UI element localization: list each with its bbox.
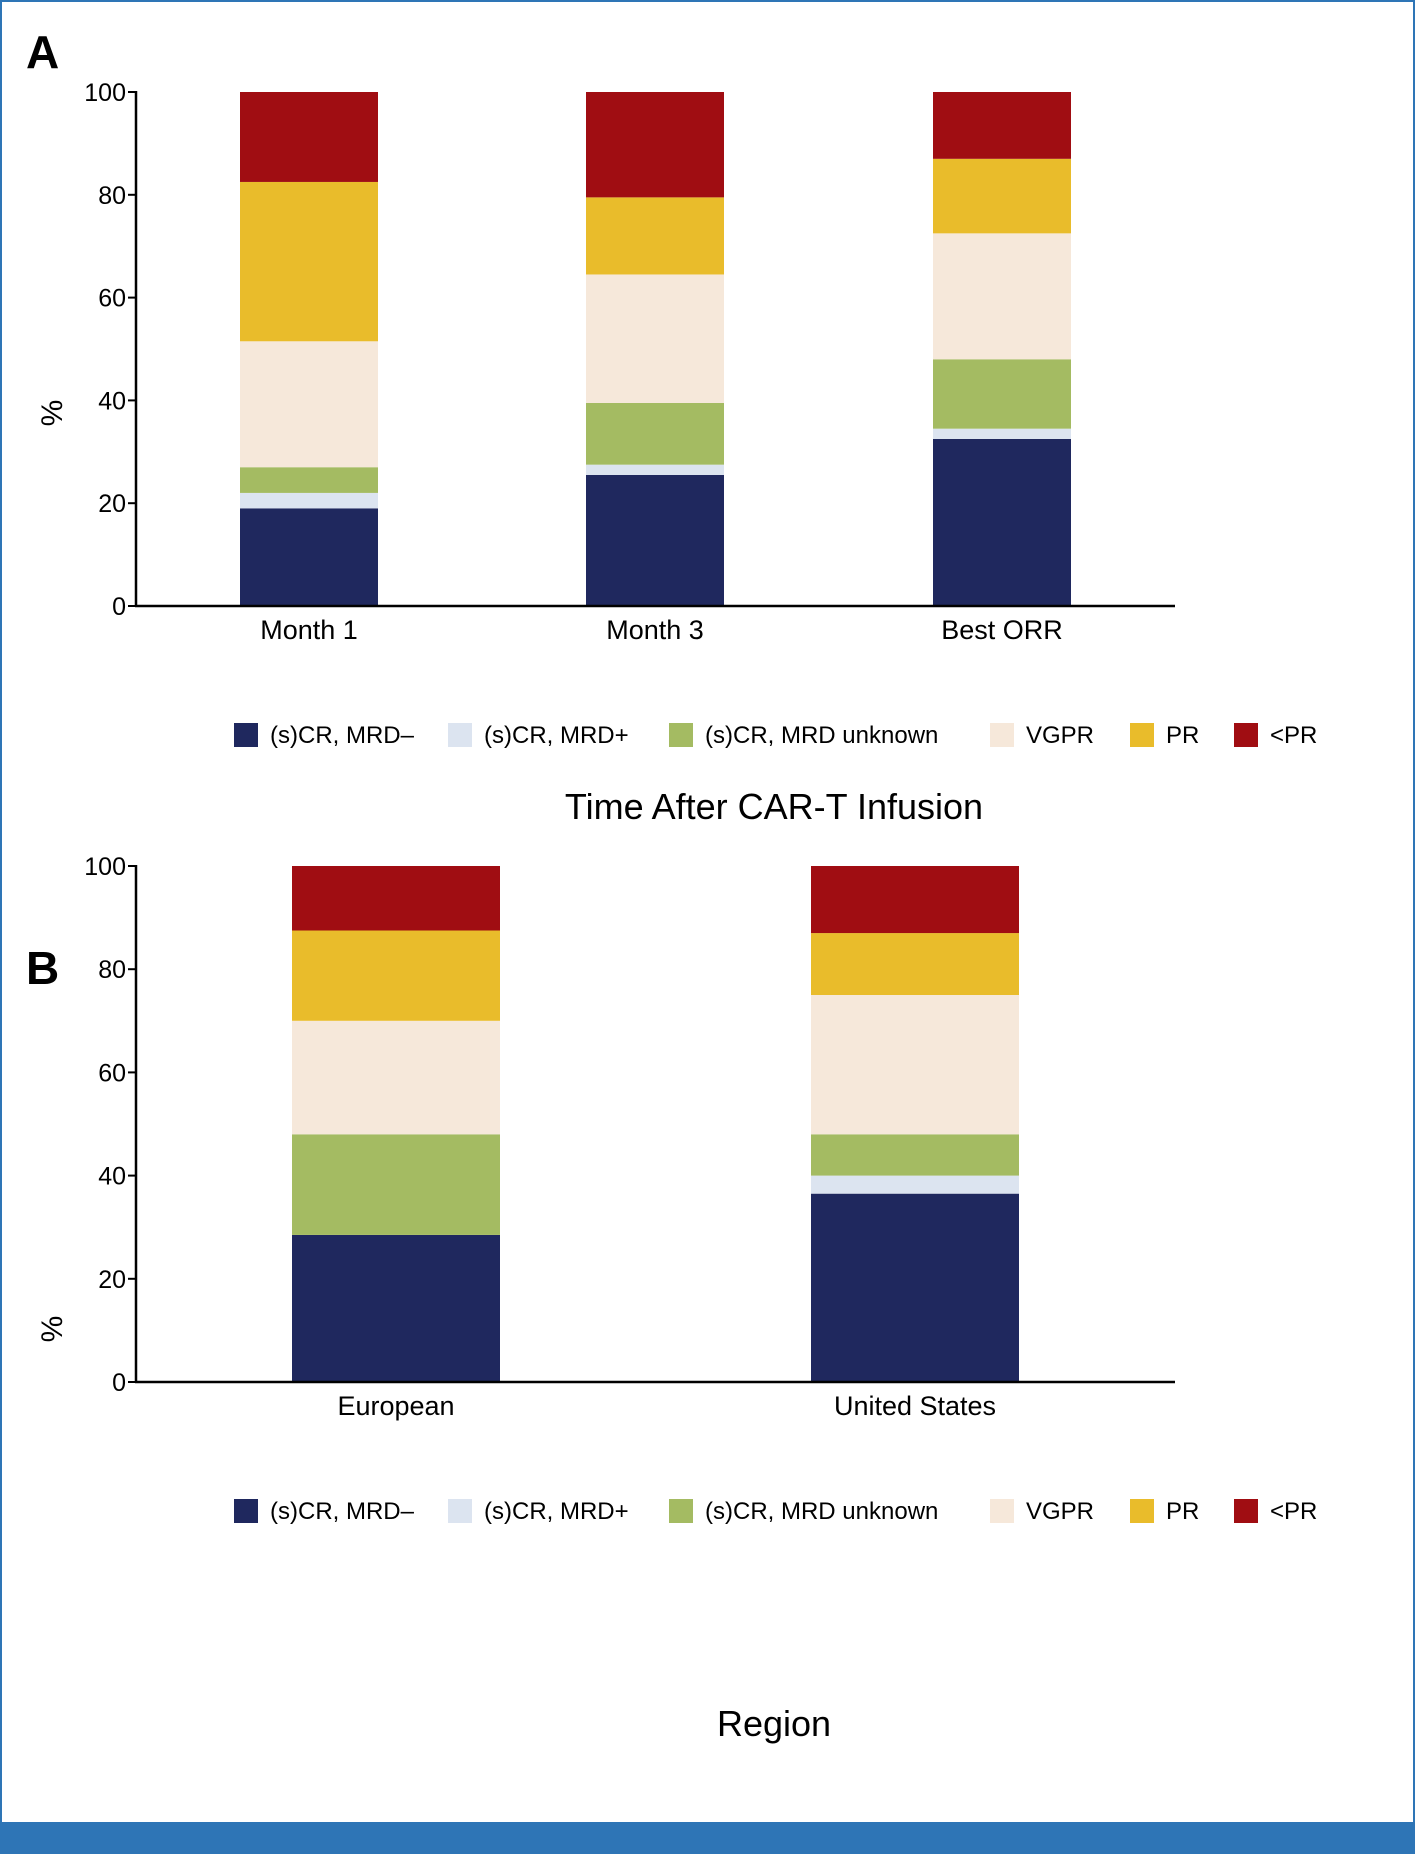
legend-swatch-a-vgpr (990, 723, 1014, 747)
legend-swatch-b-scr-mrd-neg (234, 1499, 258, 1523)
legend-label-a-scr-mrd-pos: (s)CR, MRD+ (484, 722, 629, 749)
bar-b-united-states-pr (811, 933, 1019, 995)
legend-a: (s)CR, MRD– (s)CR, MRD+ (s)CR, MRD unknown… (234, 722, 1317, 749)
x-tick-label-a-best-orr: Best ORR (941, 615, 1063, 645)
legend-label-a-scr-mrd-unknown: (s)CR, MRD unknown (705, 722, 938, 749)
y-tick-label-a-60: 60 (98, 285, 126, 313)
x-axis-title-a: Time After CAR-T Infusion (565, 786, 983, 827)
bar-b-european-lt-pr (292, 866, 500, 931)
chart-panel-b: European United States 0 20 40 60 80 100 (84, 853, 1175, 1421)
legend-label-a-scr-mrd-neg: (s)CR, MRD– (270, 722, 415, 749)
legend-swatch-a-scr-mrd-unknown (669, 723, 693, 747)
legend-swatch-a-lt-pr (1234, 723, 1258, 747)
y-tick-label-a-100: 100 (84, 79, 126, 107)
legend-label-b-lt-pr: <PR (1270, 1498, 1317, 1525)
bar-a-best-orr-pr (933, 158, 1071, 234)
bar-b-european-pr (292, 930, 500, 1021)
bar-b-european-scr-mrd-unknown (292, 1134, 500, 1235)
bar-a-month-3-scr-mrd-unknown (586, 402, 724, 465)
bar-a-month-3-vgpr (586, 274, 724, 403)
y-tick-label-b-0: 0 (112, 1369, 126, 1397)
bar-a-month-1-scr-mrd-unknown (240, 467, 378, 493)
chart-panel-a: Month 1 Month 3 Best ORR 0 20 40 60 80 100 (84, 79, 1175, 645)
bar-b-united-states-scr-mrd-neg (811, 1193, 1019, 1382)
footer-bar (0, 1822, 1415, 1854)
bar-a-month-3-scr-mrd-neg (586, 474, 724, 606)
bar-a-best-orr-scr-mrd-unknown (933, 359, 1071, 429)
legend-swatch-b-lt-pr (1234, 1499, 1258, 1523)
bar-a-best-orr-lt-pr (933, 92, 1071, 159)
legend-swatch-a-pr (1130, 723, 1154, 747)
y-tick-label-a-40: 40 (98, 387, 126, 415)
y-tick-label-a-20: 20 (98, 490, 126, 518)
bar-a-month-3-pr (586, 197, 724, 275)
bar-a-month-1-pr (240, 181, 378, 342)
legend-label-b-vgpr: VGPR (1026, 1498, 1094, 1525)
x-tick-label-a-month-1: Month 1 (260, 615, 358, 645)
legend-swatch-a-scr-mrd-neg (234, 723, 258, 747)
bar-a-month-1-lt-pr (240, 92, 378, 182)
bar-b-united-states-lt-pr (811, 866, 1019, 934)
y-tick-label-b-80: 80 (98, 956, 126, 984)
y-tick-label-b-100: 100 (84, 853, 126, 881)
legend-label-b-scr-mrd-unknown: (s)CR, MRD unknown (705, 1498, 938, 1525)
bar-a-best-orr-vgpr (933, 233, 1071, 360)
x-axis-title-b: Region (717, 1703, 831, 1744)
y-tick-label-b-40: 40 (98, 1163, 126, 1191)
bar-b-united-states-vgpr (811, 995, 1019, 1135)
bar-a-month-3-lt-pr (586, 92, 724, 198)
y-tick-label-b-60: 60 (98, 1059, 126, 1087)
y-tick-label-b-20: 20 (98, 1266, 126, 1294)
bar-b-european-scr-mrd-neg (292, 1234, 500, 1382)
legend-swatch-b-vgpr (990, 1499, 1014, 1523)
y-tick-label-a-0: 0 (112, 593, 126, 621)
bar-b-united-states-scr-mrd-pos (811, 1175, 1019, 1194)
legend-swatch-b-scr-mrd-unknown (669, 1499, 693, 1523)
panel-letter-a: A (26, 26, 59, 78)
bar-a-month-1-scr-mrd-neg (240, 508, 378, 606)
bar-b-united-states-scr-mrd-unknown (811, 1134, 1019, 1176)
legend-swatch-b-scr-mrd-pos (448, 1499, 472, 1523)
legend-label-b-pr: PR (1166, 1498, 1199, 1525)
panel-letter-b: B (26, 942, 59, 994)
legend-label-a-pr: PR (1166, 722, 1199, 749)
legend-b: (s)CR, MRD– (s)CR, MRD+ (s)CR, MRD unknown… (234, 1498, 1317, 1525)
x-tick-label-a-month-3: Month 3 (606, 615, 704, 645)
legend-label-a-vgpr: VGPR (1026, 722, 1094, 749)
bar-a-month-1-scr-mrd-pos (240, 492, 378, 509)
bar-a-month-3-scr-mrd-pos (586, 464, 724, 475)
x-tick-label-b-european: European (337, 1391, 454, 1421)
y-tick-label-a-80: 80 (98, 182, 126, 210)
legend-swatch-a-scr-mrd-pos (448, 723, 472, 747)
bar-a-best-orr-scr-mrd-neg (933, 438, 1071, 606)
legend-label-b-scr-mrd-pos: (s)CR, MRD+ (484, 1498, 629, 1525)
bar-a-month-1-vgpr (240, 341, 378, 468)
y-axis-title-a: % (36, 400, 69, 427)
bar-a-best-orr-scr-mrd-pos (933, 428, 1071, 439)
legend-label-a-lt-pr: <PR (1270, 722, 1317, 749)
y-axis-title-b: % (36, 1316, 69, 1343)
x-tick-label-b-united-states: United States (834, 1391, 996, 1421)
legend-swatch-b-pr (1130, 1499, 1154, 1523)
bar-b-european-vgpr (292, 1020, 500, 1135)
legend-label-b-scr-mrd-neg: (s)CR, MRD– (270, 1498, 415, 1525)
